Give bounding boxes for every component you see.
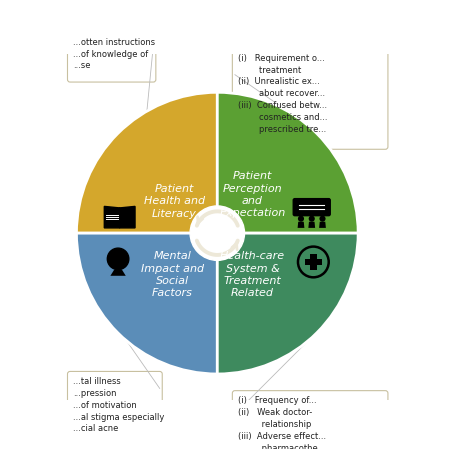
Text: ...tal illness
...pression
...of motivation
...al stigma especially
...cial acne: ...tal illness ...pression ...of motivat… <box>73 377 165 433</box>
Text: (i)   Frequency of...
(ii)   Weak doctor-
         relationship
(iii)  Adverse e: (i) Frequency of... (ii) Weak doctor- re… <box>238 396 326 449</box>
FancyBboxPatch shape <box>232 48 388 149</box>
Polygon shape <box>110 270 126 276</box>
FancyBboxPatch shape <box>67 32 156 82</box>
Polygon shape <box>305 259 322 265</box>
Polygon shape <box>298 222 304 228</box>
Circle shape <box>308 216 315 222</box>
Text: Patient
Health and
Literacy: Patient Health and Literacy <box>144 184 205 219</box>
Circle shape <box>190 206 245 260</box>
Text: (i)   Requirement o...
        treatment
(ii)  Unrealistic ex...
        about r: (i) Requirement o... treatment (ii) Unre… <box>238 54 328 134</box>
Wedge shape <box>76 233 217 374</box>
Circle shape <box>319 216 326 222</box>
Wedge shape <box>217 233 358 374</box>
Circle shape <box>107 248 129 270</box>
Circle shape <box>298 216 304 222</box>
FancyBboxPatch shape <box>293 198 330 216</box>
Polygon shape <box>310 254 317 270</box>
Text: Patient
Perception
and
Expectation: Patient Perception and Expectation <box>220 171 286 218</box>
Polygon shape <box>104 207 120 228</box>
Wedge shape <box>76 92 217 233</box>
Wedge shape <box>217 92 358 233</box>
Polygon shape <box>120 207 135 228</box>
Polygon shape <box>319 222 326 228</box>
FancyBboxPatch shape <box>232 391 388 449</box>
FancyBboxPatch shape <box>67 371 162 434</box>
Text: Health-care
System &
Treatment
Related: Health-care System & Treatment Related <box>220 251 285 299</box>
Polygon shape <box>308 222 315 228</box>
Text: ...otten instructions
...of knowledge of
...se: ...otten instructions ...of knowledge of… <box>73 38 155 70</box>
Text: Mental
Impact and
Social
Factors: Mental Impact and Social Factors <box>141 251 204 299</box>
